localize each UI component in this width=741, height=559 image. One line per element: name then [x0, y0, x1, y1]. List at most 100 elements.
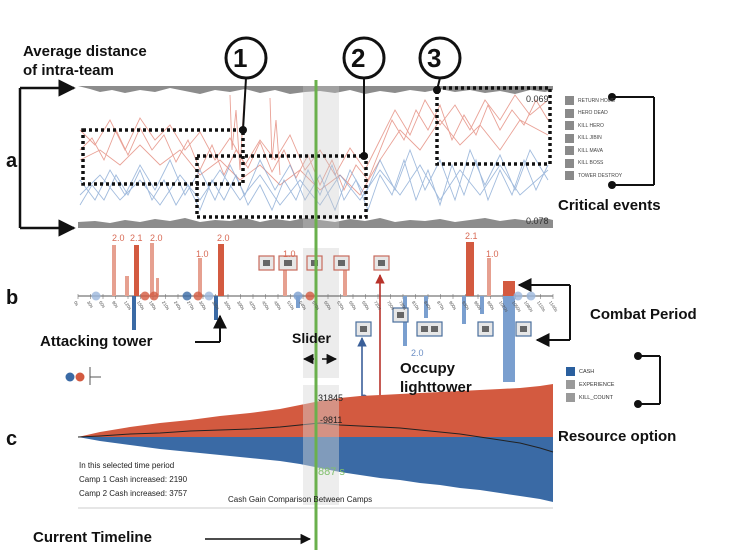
blue-bar	[503, 296, 515, 382]
red-bar	[466, 242, 474, 296]
resource-dot-bottom	[634, 400, 642, 408]
slider-label[interactable]: Slider	[292, 330, 331, 346]
occupy-label-2: lighttower	[400, 379, 472, 396]
distance-blue-lines	[79, 148, 549, 212]
slider-band-a	[303, 86, 339, 228]
event-swatch	[565, 108, 574, 118]
cash-diff-value: -9811	[320, 415, 343, 425]
panel-b-label: b	[6, 287, 19, 309]
distance-top-value: 0.069	[526, 94, 549, 104]
resource-option-label: Resource option	[558, 428, 677, 445]
resource-option-item[interactable]: KILL_COUNT	[566, 392, 613, 403]
combat-top-number: 2.0	[150, 233, 163, 243]
panel-a-label: a	[6, 150, 18, 172]
critical-event-label: KILL BOSS	[578, 160, 604, 166]
critical-event-label: KILL JIBIN	[578, 135, 602, 141]
resource-option-item[interactable]: EXPERIENCE	[566, 379, 614, 390]
cash-difference-line	[77, 422, 554, 453]
resource-option-bracket	[638, 355, 661, 405]
callout-1-number: 1	[233, 43, 248, 73]
red-bar	[156, 278, 159, 296]
callout-2-number: 2	[351, 43, 366, 73]
current-timeline-label: Current Timeline	[33, 529, 152, 546]
selection-box-2	[195, 154, 368, 219]
critical-event-label: HERO DEAD	[578, 110, 608, 116]
current-time-label: 887 s	[318, 466, 345, 478]
red-bar	[198, 258, 202, 296]
event-swatch	[565, 158, 574, 168]
resource-option-label: EXPERIENCE	[579, 381, 615, 388]
blue-bar	[132, 296, 136, 330]
callout-3-number: 3	[427, 43, 442, 73]
resource-swatch	[566, 367, 575, 376]
red-bar	[343, 270, 347, 296]
blue-bar	[424, 296, 428, 318]
callout-1	[224, 36, 268, 134]
red-bar	[150, 243, 154, 296]
critical-event-item[interactable]: TOWER DESTROY	[565, 170, 622, 181]
camp2-cash-area	[78, 437, 553, 502]
critical-events-dot-top	[608, 93, 616, 101]
panel-c-label: c	[6, 428, 18, 450]
critical-event-label: RETURN HOME	[578, 97, 616, 104]
red-combat-bars	[112, 242, 515, 296]
red-bar	[283, 270, 287, 296]
distance-bottom-value: 0.078	[526, 216, 549, 226]
summary-line-3: Camp 2 Cash increased: 3757	[79, 489, 188, 498]
red-bar	[487, 258, 491, 296]
event-swatch	[565, 146, 574, 155]
critical-event-label: TOWER DESTROY	[578, 172, 623, 179]
combat-top-number: 2.1	[130, 233, 143, 243]
callout-3	[418, 36, 462, 94]
combat-top-number: 1.0	[283, 249, 296, 259]
red-bar	[134, 245, 139, 296]
critical-event-item[interactable]: HERO DEAD	[565, 108, 608, 119]
summary-line-1: In this selected time period	[79, 461, 175, 470]
resource-swatch	[566, 393, 575, 402]
attacking-tower-label: Attacking tower	[40, 333, 153, 350]
blue-bar	[480, 296, 484, 314]
blue-bar	[296, 296, 300, 308]
red-bar	[112, 245, 116, 296]
combat-period-bracket	[517, 278, 571, 347]
combat-top-number: 1.0	[196, 249, 209, 259]
critical-event-item[interactable]: KILL BOSS	[565, 158, 603, 169]
combat-timeline	[77, 242, 554, 382]
event-swatch	[565, 96, 574, 105]
critical-event-item[interactable]: KILL HERO	[565, 120, 604, 131]
event-swatch	[565, 121, 574, 130]
callout-2	[342, 36, 386, 160]
critical-events-label: Critical events	[558, 197, 661, 214]
summary-line-2: Camp 1 Cash increased: 2190	[79, 475, 188, 484]
resource-option-label: CASH	[579, 368, 595, 375]
tower-markers	[91, 291, 536, 301]
cash-peak-value: 31845	[318, 393, 344, 403]
critical-events-dot-bottom	[608, 181, 616, 189]
resource-dot-top	[634, 352, 642, 360]
distance-chart	[78, 86, 553, 228]
red-bar	[125, 276, 129, 296]
red-bar	[218, 244, 224, 296]
combat-period-label: Combat Period	[590, 306, 697, 323]
avg-distance-label-1: Average distance	[23, 43, 147, 60]
combat-top-number: 1.0	[486, 249, 499, 259]
combat-top-number: 2.0	[217, 233, 230, 243]
critical-event-item[interactable]: KILL MAVA	[565, 145, 603, 156]
event-swatch	[565, 133, 574, 143]
event-swatch	[565, 171, 574, 180]
critical-event-label: KILL HERO	[578, 122, 604, 129]
resource-option-item[interactable]: CASH	[566, 366, 594, 377]
combat-bottom-number: 2.0	[411, 348, 424, 358]
slider-band-c	[303, 385, 339, 505]
blue-bar	[214, 296, 218, 320]
attacking-tower-legend	[65, 367, 101, 385]
critical-event-item[interactable]: KILL JIBIN	[565, 133, 602, 144]
critical-event-label: KILL MAVA	[578, 147, 603, 154]
red-bar	[503, 281, 515, 296]
critical-event-item[interactable]: RETURN HOME	[565, 95, 615, 106]
avg-distance-bracket	[18, 79, 76, 237]
selection-box-3	[435, 86, 552, 166]
resource-option-label: KILL_COUNT	[579, 394, 613, 401]
occupy-label-1: Occupy	[400, 360, 456, 377]
